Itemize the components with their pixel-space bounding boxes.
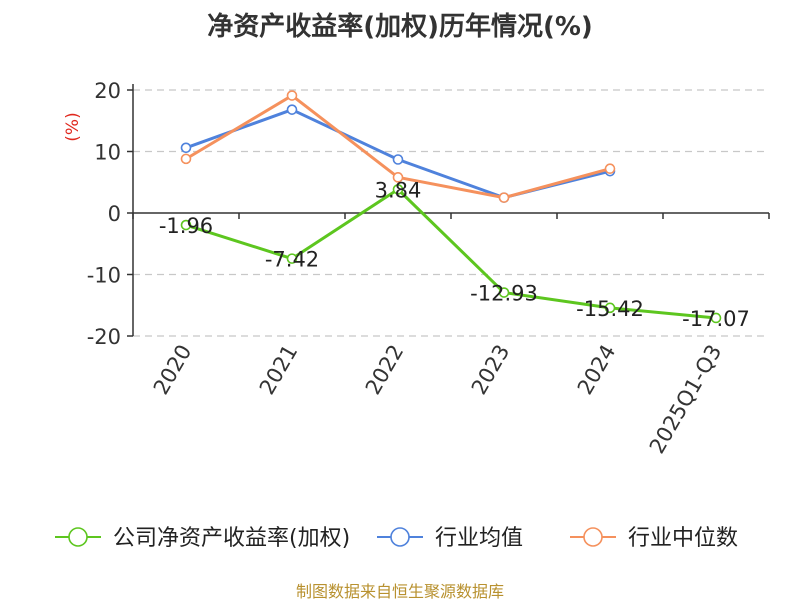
data-point xyxy=(286,90,298,101)
data-point xyxy=(498,192,510,203)
y-tick-label: 10 xyxy=(94,141,121,165)
data-point xyxy=(392,172,404,183)
data-label: -15.42 xyxy=(576,297,644,321)
legend-label: 行业均值 xyxy=(435,526,523,551)
data-point xyxy=(286,253,298,264)
x-tick-label: 2021 xyxy=(255,341,303,399)
legend-marker xyxy=(68,527,88,547)
data-point xyxy=(180,219,192,231)
legend-marker xyxy=(583,527,603,547)
data-point xyxy=(498,287,510,298)
data-label: -1.96 xyxy=(159,214,213,238)
data-point xyxy=(180,153,192,165)
x-tick-label: 2025Q1-Q3 xyxy=(645,341,727,458)
data-point xyxy=(180,142,192,154)
data-point xyxy=(604,302,616,314)
x-tick-label: 2020 xyxy=(149,341,197,399)
series-line xyxy=(185,187,717,320)
data-point xyxy=(286,104,298,115)
legend-marker xyxy=(390,527,410,547)
y-tick-label: 20 xyxy=(94,79,121,103)
legend-label: 行业中位数 xyxy=(628,526,738,551)
x-tick-label: 2024 xyxy=(573,341,621,399)
data-point xyxy=(710,312,722,324)
data-label: -7.42 xyxy=(265,248,319,272)
source-note: 制图数据来自恒生聚源数据库 xyxy=(295,582,504,601)
y-tick-label: 0 xyxy=(108,202,121,226)
data-label: -12.93 xyxy=(470,282,538,306)
y-axis-label: (%) xyxy=(63,112,83,141)
data-point xyxy=(392,184,404,195)
data-label: 3.84 xyxy=(375,178,422,202)
data-label: -17.07 xyxy=(682,307,750,331)
y-tick-label: -20 xyxy=(87,325,121,349)
y-tick-label: -10 xyxy=(87,264,121,288)
legend-label: 公司净资产收益率(加权) xyxy=(113,526,350,551)
data-point xyxy=(604,163,616,175)
x-tick-label: 2022 xyxy=(361,341,409,399)
data-point xyxy=(392,154,404,165)
chart-title: 净资产收益率(加权)历年情况(%) xyxy=(207,12,593,42)
x-tick-label: 2023 xyxy=(467,341,515,399)
